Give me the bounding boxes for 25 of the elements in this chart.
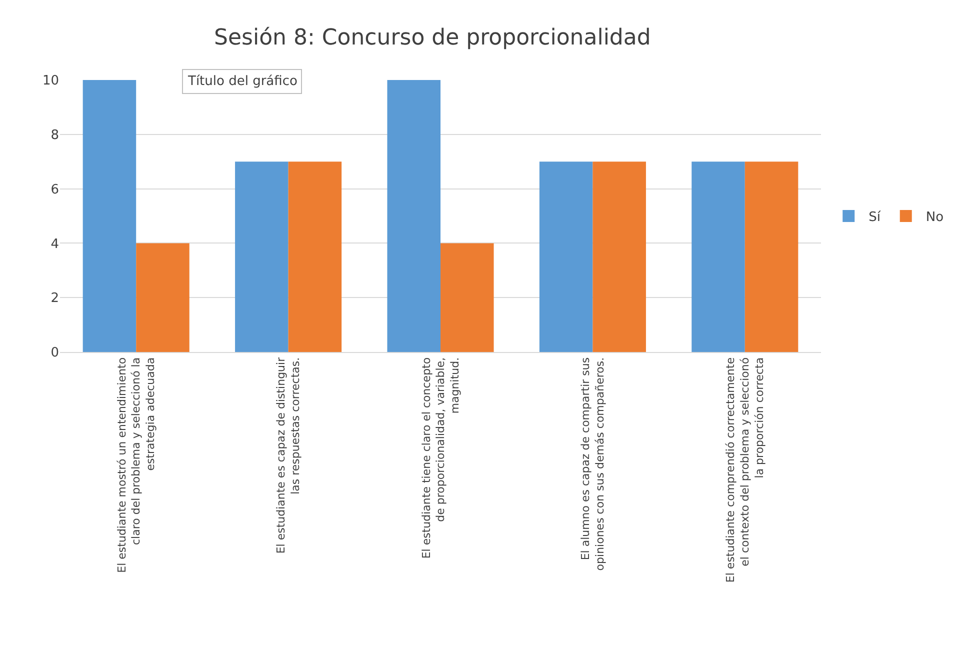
y-tick-label: 10 (42, 74, 59, 89)
bar (744, 162, 798, 352)
bar (82, 80, 136, 352)
x-tick-label: El estudiante comprendió correctamente el contexto del problema y seleccionó la proporción correcta (724, 357, 766, 583)
x-tick-label: El alumno es capaz de compartir sus opiniones con sus demás compañeros. (579, 357, 606, 571)
bar (288, 162, 342, 352)
y-tick-label: 2 (50, 291, 59, 306)
y-tick-label: 0 (50, 346, 59, 361)
chart-title: Sesión 8: Concurso de proporcionalidad (214, 26, 651, 51)
bar (387, 80, 440, 352)
legend-label: Sí (868, 210, 881, 226)
x-tick-label: El estudiante es capaz de distinguir las respuestas correctas. (274, 356, 302, 554)
x-tick-label: El estudiante tiene claro el concepto de proporcionalidad, variable, magnitud. (420, 357, 462, 559)
y-tick-label: 6 (50, 182, 59, 198)
bar (440, 243, 494, 352)
bar (136, 243, 190, 352)
x-tick-label: El estudiante mostró un entendimiento claro del problema y seleccionó la estrategia adecuada (115, 357, 157, 573)
y-tick-label: 4 (50, 236, 59, 252)
legend-label: No (926, 210, 944, 226)
annotation: Título del gráfico (187, 74, 298, 89)
y-tick-label: 8 (50, 128, 59, 143)
bar (592, 162, 646, 352)
bar (692, 162, 745, 352)
bar (539, 162, 593, 352)
bar (235, 162, 288, 352)
